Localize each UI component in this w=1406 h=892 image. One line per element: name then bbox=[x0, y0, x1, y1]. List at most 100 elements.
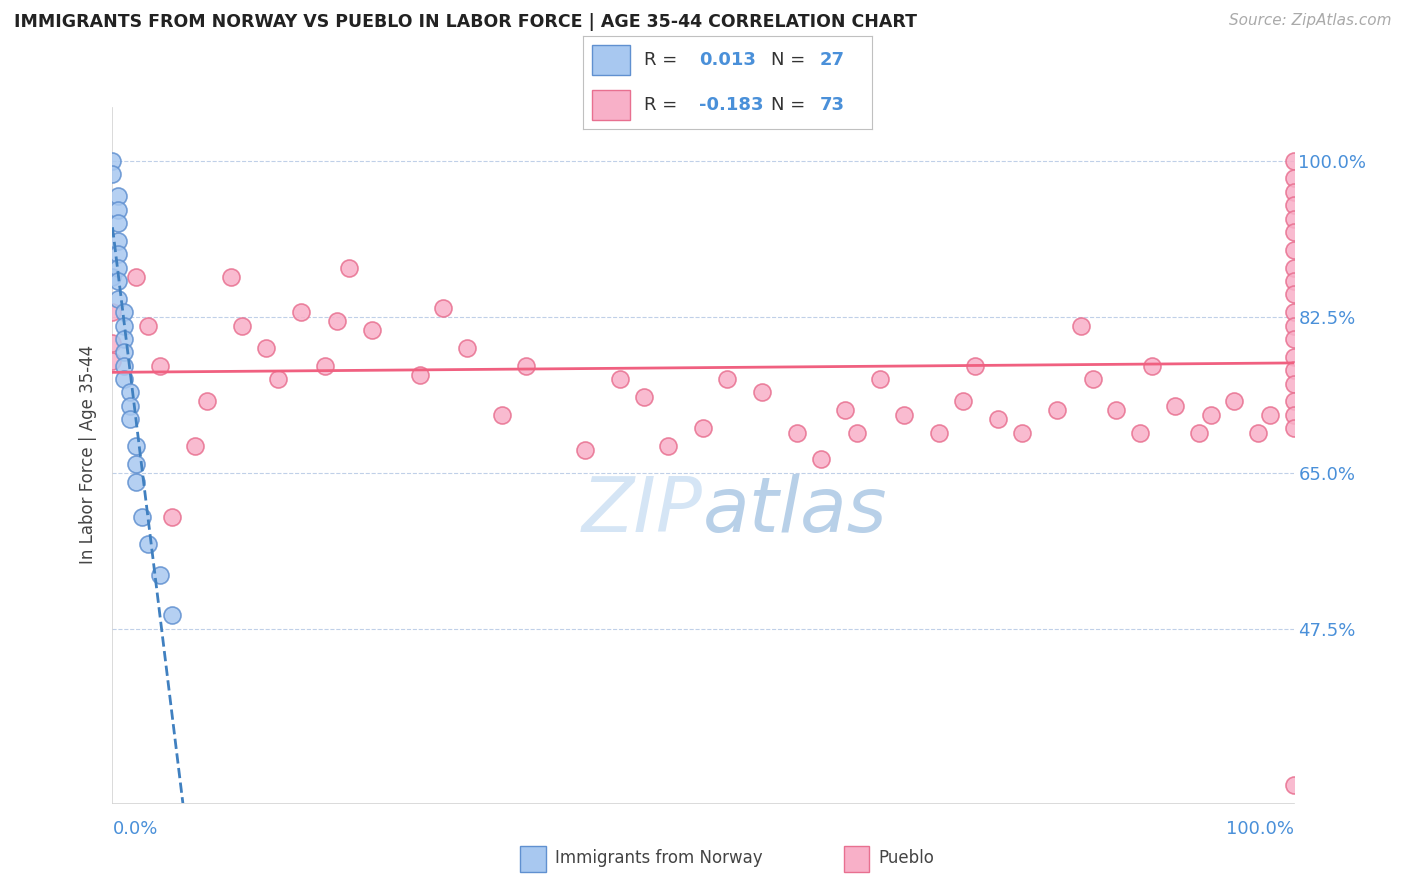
Point bbox=[408, 368, 430, 382]
Point bbox=[1164, 399, 1187, 413]
Text: R =: R = bbox=[644, 51, 678, 69]
Point bbox=[101, 153, 124, 168]
Text: ZIP: ZIP bbox=[582, 474, 703, 548]
Point bbox=[112, 345, 135, 359]
Text: Immigrants from Norway: Immigrants from Norway bbox=[555, 849, 763, 867]
Point bbox=[574, 443, 596, 458]
Point bbox=[1011, 425, 1033, 440]
Point bbox=[101, 354, 124, 368]
Point bbox=[1140, 359, 1163, 373]
Point bbox=[963, 359, 986, 373]
Text: R =: R = bbox=[644, 96, 678, 114]
Point bbox=[149, 568, 172, 582]
Point bbox=[1282, 185, 1305, 199]
Point bbox=[101, 336, 124, 351]
Text: N =: N = bbox=[770, 51, 806, 69]
Text: 0.013: 0.013 bbox=[699, 51, 755, 69]
Point bbox=[987, 412, 1010, 426]
Text: N =: N = bbox=[770, 96, 806, 114]
Point bbox=[1282, 243, 1305, 257]
Point bbox=[195, 394, 218, 409]
Text: Pueblo: Pueblo bbox=[879, 849, 935, 867]
Point bbox=[326, 314, 349, 328]
Point bbox=[112, 359, 135, 373]
FancyBboxPatch shape bbox=[592, 90, 630, 120]
Point bbox=[893, 408, 915, 422]
Point bbox=[125, 475, 148, 489]
Point bbox=[112, 318, 135, 333]
Point bbox=[107, 274, 129, 288]
FancyBboxPatch shape bbox=[592, 45, 630, 75]
Point bbox=[120, 412, 142, 426]
Point bbox=[254, 341, 277, 355]
Point bbox=[692, 421, 714, 435]
Point bbox=[314, 359, 336, 373]
Point bbox=[1188, 425, 1211, 440]
Point bbox=[125, 457, 148, 471]
Point bbox=[1282, 171, 1305, 186]
Point bbox=[432, 301, 454, 315]
Point bbox=[1282, 305, 1305, 319]
Point bbox=[751, 385, 773, 400]
Point bbox=[107, 292, 129, 306]
Point bbox=[125, 269, 148, 284]
Point bbox=[125, 439, 148, 453]
Point bbox=[1081, 372, 1104, 386]
Point bbox=[1282, 350, 1305, 364]
Point bbox=[609, 372, 631, 386]
Point bbox=[1247, 425, 1270, 440]
Text: 100.0%: 100.0% bbox=[1226, 820, 1294, 838]
Point bbox=[101, 269, 124, 284]
Point bbox=[184, 439, 207, 453]
Point bbox=[112, 305, 135, 319]
Point bbox=[361, 323, 384, 337]
Text: 73: 73 bbox=[820, 96, 845, 114]
Point bbox=[101, 167, 124, 181]
Point bbox=[131, 510, 153, 524]
Point bbox=[337, 260, 360, 275]
Point bbox=[107, 189, 129, 203]
Text: Source: ZipAtlas.com: Source: ZipAtlas.com bbox=[1229, 13, 1392, 29]
Point bbox=[1223, 394, 1246, 409]
Point bbox=[716, 372, 738, 386]
Point bbox=[657, 439, 679, 453]
Text: -0.183: -0.183 bbox=[699, 96, 763, 114]
Point bbox=[101, 305, 124, 319]
Point bbox=[786, 425, 808, 440]
Point bbox=[120, 385, 142, 400]
Point bbox=[107, 260, 129, 275]
Point bbox=[290, 305, 312, 319]
Point bbox=[810, 452, 832, 467]
Point bbox=[160, 510, 183, 524]
Point bbox=[1199, 408, 1222, 422]
Point bbox=[1282, 225, 1305, 239]
Point bbox=[845, 425, 868, 440]
Point bbox=[491, 408, 513, 422]
Point bbox=[231, 318, 253, 333]
Point bbox=[1282, 211, 1305, 226]
Point bbox=[1046, 403, 1069, 417]
Point bbox=[160, 608, 183, 623]
Point bbox=[1282, 421, 1305, 435]
Point bbox=[112, 372, 135, 386]
Point bbox=[136, 318, 159, 333]
Point bbox=[107, 216, 129, 230]
Point bbox=[1282, 153, 1305, 168]
Point bbox=[1105, 403, 1128, 417]
Point bbox=[267, 372, 290, 386]
Point bbox=[1282, 198, 1305, 212]
Point bbox=[869, 372, 891, 386]
Point bbox=[136, 537, 159, 551]
Text: atlas: atlas bbox=[703, 474, 887, 548]
Point bbox=[149, 359, 172, 373]
Point bbox=[456, 341, 478, 355]
Point bbox=[1129, 425, 1152, 440]
Point bbox=[633, 390, 655, 404]
Text: 0.0%: 0.0% bbox=[112, 820, 157, 838]
Point bbox=[928, 425, 950, 440]
Point bbox=[515, 359, 537, 373]
Text: 27: 27 bbox=[820, 51, 845, 69]
Point bbox=[1282, 318, 1305, 333]
Y-axis label: In Labor Force | Age 35-44: In Labor Force | Age 35-44 bbox=[79, 345, 97, 565]
Point bbox=[1282, 363, 1305, 377]
